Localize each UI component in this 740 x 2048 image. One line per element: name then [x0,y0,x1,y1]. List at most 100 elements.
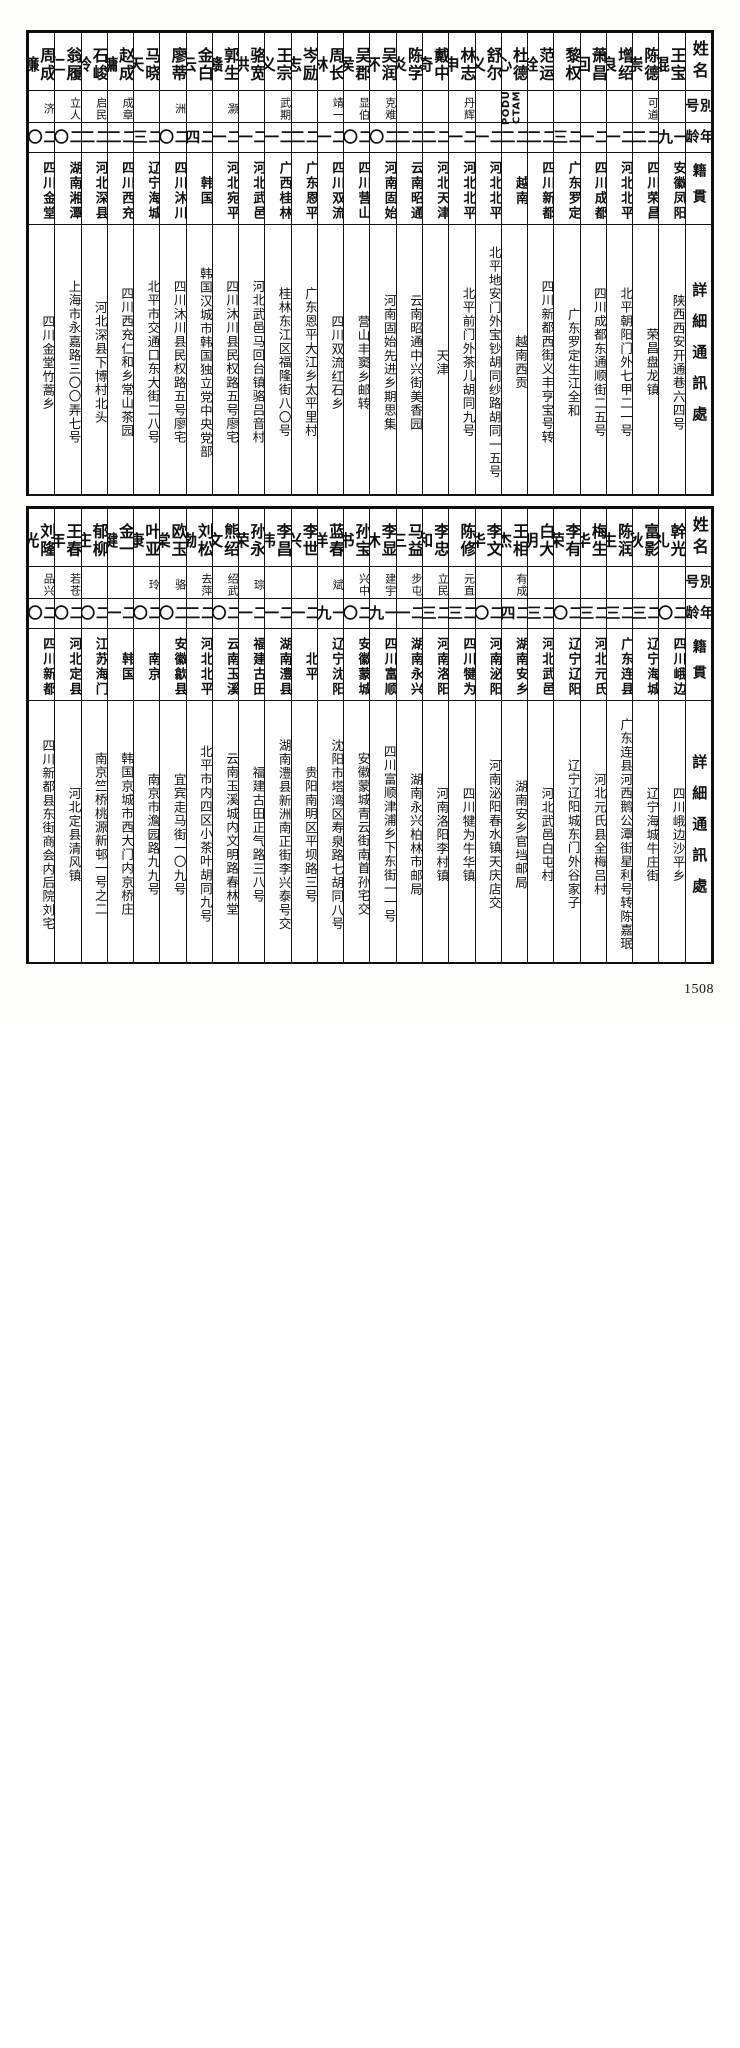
cell-alias [290,90,318,123]
cell-address: 河北武邑白屯村 [527,700,555,963]
vertical-text: 吴润怀 [370,47,396,82]
vertical-text: 河南泌阳春水镇天庆店交 [486,759,501,910]
vertical-text: 二二 [528,129,554,146]
cell-age: 二一 [211,122,240,153]
cell-alias [474,566,502,599]
cell-alias [80,566,108,599]
vertical-text: 欧玉棠 [160,523,186,558]
cell-alias [474,90,502,123]
cell-name: 郁柳庄 [80,508,108,567]
cell-name: 孙宝书 [343,508,371,567]
cell-age: 二三 [133,122,161,153]
vertical-text: 河南洛阳李村镇 [434,786,449,883]
vertical-text: 四川双流 [329,161,344,221]
vertical-text: 云南昭通中兴街美香园 [407,294,422,431]
cell-name: 翁履仁 [54,32,82,91]
latin-alias-text: PODU CTAM [500,90,523,125]
cell-address: 四川西充仁和乡常山茶园 [106,224,135,495]
vertical-text: 云南玉溪城内文明路春林堂 [224,752,239,917]
vertical-text: 四川西充仁和乡常山茶园 [119,287,134,438]
vertical-text: 二二 [186,605,212,622]
vertical-text [187,91,212,122]
vertical-text: 二一 [449,129,475,146]
cell-address: 四川金堂竹蒿乡 [27,224,56,495]
cell-name: 李世兴 [290,508,318,567]
cell-origin: 湖南澧县 [264,628,292,701]
vertical-text: 二一 [265,129,291,146]
cell-origin: 河北武邑 [238,152,266,225]
cell-address: 河北定县清风镇 [54,700,82,963]
vertical-text: 荣昌盘龙镇 [644,328,659,397]
cell-age: 二一 [474,122,502,153]
vertical-text: 李文华 [475,523,501,558]
vertical-text [239,91,264,122]
cell-name: 李有荣 [553,508,581,567]
vertical-text: 王春年 [55,523,81,558]
vertical-text: 河北武邑 [539,637,554,697]
cell-origin: 四川双流 [316,152,345,225]
cell-address: 云南昭通中兴街美香园 [395,224,423,495]
row-header-label: 籍貫 [690,162,707,215]
vertical-text: 湖南澧县新洲南正街李兴泰号交 [276,738,291,931]
vertical-text: 二〇 [134,605,160,622]
cell-origin: 四川成都 [579,152,607,225]
vertical-text: 兴中 [357,573,370,597]
cell-age: 二三 [632,598,660,629]
vertical-text: 四川荣昌 [644,161,659,221]
vertical-text: 石峻岭 [81,47,107,82]
cell-origin: 河北定县 [54,628,82,701]
vertical-text: 二〇 [475,605,501,622]
vertical-text: 北平市交通口东大街二八号 [145,280,160,445]
vertical-text [607,91,632,122]
vertical-text: 南京竺桥桃源新邨一号之二 [92,752,107,917]
vertical-text [476,91,501,122]
vertical-text: 河北北平 [197,637,212,697]
cell-name: 陈德崇 [632,32,660,91]
vertical-text: 李昌伟 [265,523,291,558]
cell-origin: 四川沐川 [159,152,187,225]
vertical-text: 济 [42,103,55,115]
vertical-text: 四川金堂竹蒿乡 [40,314,55,411]
vertical-text: 河北定县清风镇 [66,786,81,883]
cell-age: 二〇 [553,598,581,629]
vertical-text: 四川成都 [591,161,606,221]
vertical-text: 安徽凤阳 [670,161,685,221]
cell-age: 二三 [527,598,555,629]
cell-alias: 启民 [80,90,108,123]
roster-row-address: 四川新都县东街商会内后院刘宅 河北定县清风镇 南京竺桥桃源新邨一号之二 韩国京城市西大… [27,700,713,963]
vertical-text [292,91,317,122]
cell-address: 四川沐川县民权路五号廖宅 [211,224,240,495]
vertical-text: 河北北平 [618,161,633,221]
cell-age: 二三 [553,122,581,153]
vertical-text: 二〇 [344,129,370,146]
vertical-text: 周长林 [317,47,344,82]
vertical-text: 二一 [317,129,344,146]
vertical-text: 四川双流红石乡 [329,314,344,411]
cell-address: 河北武邑马回台镇骆吕音村 [238,224,266,495]
row-header-origin: 籍貫 [684,152,713,225]
cell-origin: 韩国 [106,628,135,701]
cell-origin: 河南泌阳 [474,628,502,701]
vertical-text: 上海市永嘉路三〇〇弄七号 [66,280,81,445]
cell-origin: 四川新都 [27,628,56,701]
cell-age: 二二 [290,122,318,153]
cell-address: 四川犍为牛华镇 [448,700,476,963]
vertical-text: 湖南安乡官垱邮局 [513,779,528,890]
vertical-text [82,567,107,598]
scanned-page: 周成濂 翁履仁 石峻岭 赵成镛 马晓天 廖蒂 金白云 郭生赣 骆宽洪 王宗义 岑励志 周长林 吴郡侯 吴润… [0,0,740,1024]
cell-address: 四川双流红石乡 [316,224,345,495]
cell-origin: 河北元氏 [579,628,607,701]
row-header-label: 詳細通訊處 [690,282,709,437]
cell-name: 蓝春洋 [316,508,345,567]
vertical-text: 江苏海门 [92,637,107,697]
vertical-text: 四川营山 [355,161,370,221]
cell-alias: 元直 [448,566,476,599]
vertical-text: 云南玉溪 [224,637,239,697]
vertical-text: 二一 [239,605,265,622]
vertical-text: 萧昌回 [580,47,606,82]
vertical-text: 湖南永兴 [407,637,422,697]
vertical-text: 河北武邑马回台镇骆吕音村 [250,280,265,445]
cell-alias [264,566,292,599]
vertical-text: 河北定县 [66,637,81,697]
vertical-text: 靖一 [331,97,344,121]
